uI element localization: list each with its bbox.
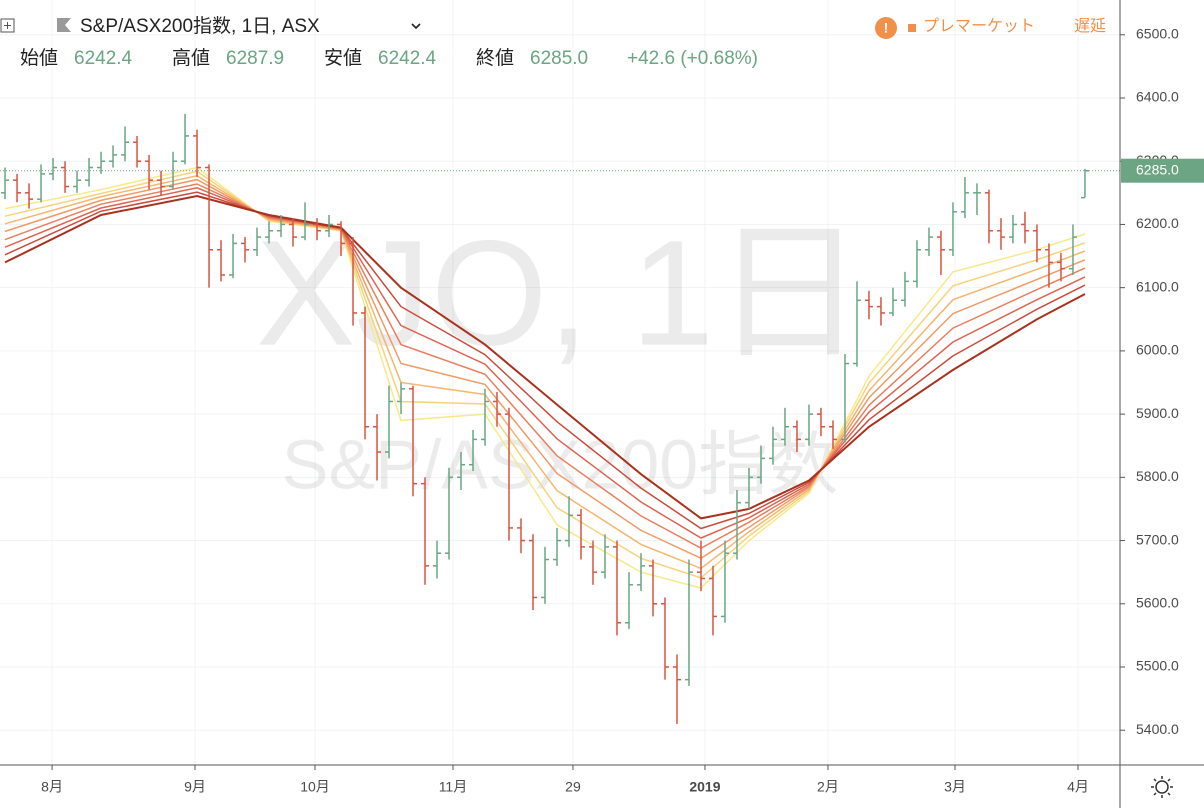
alert-icon: ! — [884, 20, 889, 36]
settings-icon[interactable] — [1151, 776, 1173, 798]
x-tick-label: 29 — [565, 779, 581, 795]
x-tick-label: 10月 — [300, 779, 330, 795]
y-tick-label: 5900.0 — [1136, 405, 1179, 421]
y-tick-label: 5600.0 — [1136, 594, 1179, 610]
x-tick-label: 2019 — [689, 779, 720, 795]
y-tick-label: 6200.0 — [1136, 215, 1179, 231]
label: 終値 — [476, 47, 514, 69]
y-tick-label: 5400.0 — [1136, 721, 1179, 737]
status-dot — [908, 24, 916, 32]
label: 高値 — [172, 47, 210, 69]
ribbon-line — [4, 194, 1086, 520]
ribbon-line — [4, 191, 1086, 530]
symbol[interactable]: S&P/ASX200指数, 1日, ASX — [80, 15, 320, 37]
x-tick-label: 4月 — [1067, 779, 1089, 795]
ohlc-header: 始値 6242.4 高値 6287.9 安値 6242.4 終値 6285.0 … — [20, 47, 758, 69]
ribbon-line — [4, 187, 1086, 539]
x-tick-label: 9月 — [184, 779, 206, 795]
last-price-label: 6285.0 — [1136, 161, 1179, 177]
ribbon-line — [4, 178, 1086, 560]
x-tick-label: 2月 — [817, 779, 839, 795]
value: 6285.0 — [530, 48, 588, 69]
grid — [0, 0, 1120, 765]
change: +42.6 (+0.68%) — [627, 48, 758, 69]
label: 安値 — [324, 47, 362, 69]
y-tick-label: 5800.0 — [1136, 468, 1179, 484]
y-tick-label: 6400.0 — [1136, 89, 1179, 105]
ribbon-line — [4, 175, 1086, 570]
ribbon-line — [4, 183, 1086, 549]
dropdown-icon[interactable] — [411, 23, 421, 30]
expand-icon[interactable] — [0, 18, 15, 33]
last-price-box — [1121, 158, 1204, 183]
value: 6287.9 — [226, 48, 284, 69]
delay: 遅延 — [1074, 17, 1106, 35]
watermark: S&P/ASX200指数 — [282, 425, 838, 503]
x-tick-label: 8月 — [41, 779, 63, 795]
y-tick-label: 6500.0 — [1136, 25, 1179, 41]
y-tick-label: 5500.0 — [1136, 658, 1179, 674]
ribbon-line — [4, 170, 1086, 579]
alert-icon[interactable] — [875, 17, 897, 39]
label: 始値 — [20, 47, 58, 69]
status: プレマーケット — [923, 17, 1035, 35]
x-tick-label: 3月 — [944, 779, 966, 795]
ribbon-line — [4, 166, 1086, 589]
x-tick-label: 11月 — [439, 779, 468, 795]
expand-icon — [4, 22, 11, 29]
y-tick-label: 6000.0 — [1136, 342, 1179, 358]
axes: 5400.0 5500.0 5600.0 5700.0 5800.0 5900.0 6000… — [41, 25, 1204, 795]
y-tick-label: 5700.0 — [1136, 531, 1179, 547]
watermark: XJO, 1日 — [256, 209, 865, 377]
flag-icon[interactable] — [57, 18, 71, 32]
y-tick-label: 6100.0 — [1136, 278, 1179, 294]
value: 6242.4 — [74, 48, 133, 69]
value: 6242.4 — [378, 48, 437, 69]
plot — [0, 113, 1120, 724]
